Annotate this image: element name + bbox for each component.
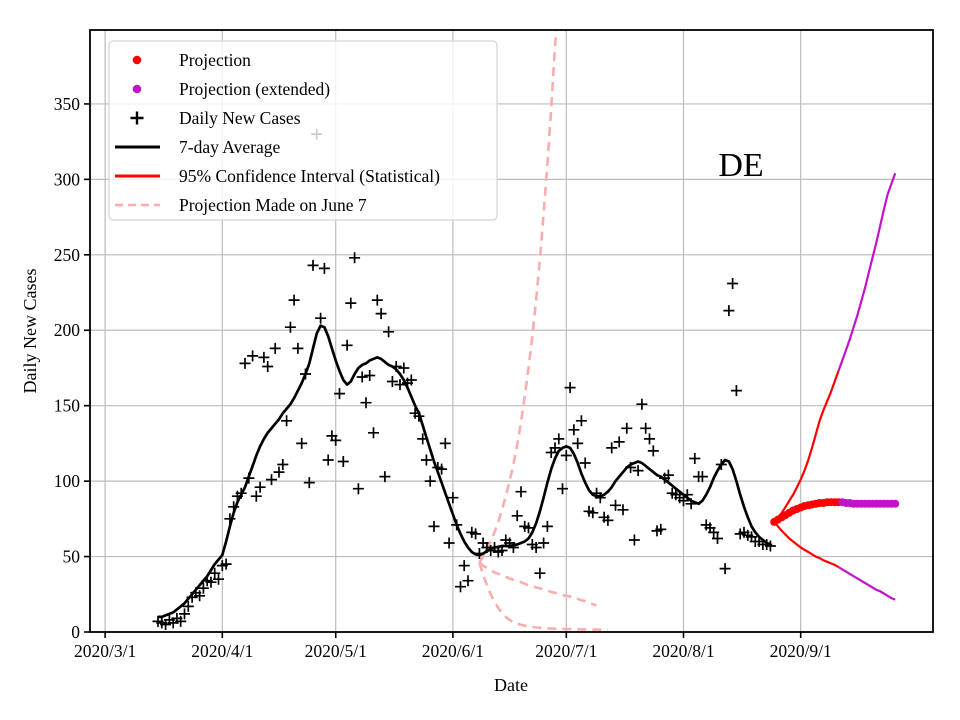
y-axis-title: Daily New Cases [20,269,40,394]
y-tick-label: 100 [54,471,81,491]
confidence-interval-upper-magenta-line [837,172,897,372]
daily-new-cases-scatter [152,128,776,630]
confidence-interval-lower-red-line [773,521,840,569]
projection-dots-red [770,498,843,526]
y-tick-label: 250 [54,245,81,265]
projection-dots-magenta [838,498,900,508]
june7-projection-center-dashed-line [478,561,598,607]
tick-layer: 2020/3/1 2020/4/1 2020/5/1 2020/6/1 2020/7/1… [54,94,832,661]
legend-label: 95% Confidence Interval (Statistical) [179,166,440,186]
legend-item: Projection (extended) [132,79,330,99]
legend-label: Projection [179,50,251,70]
red-dot-icon [132,55,142,65]
x-tick-label: 2020/8/1 [652,641,714,661]
legend-item: Projection Made on June 7 [115,195,367,215]
x-tick-label: 2020/4/1 [191,641,253,661]
x-axis-title: Date [494,675,528,695]
x-tick-label: 2020/5/1 [305,641,367,661]
legend-item: 7-day Average [115,137,280,157]
legend-item: Projection [132,50,251,70]
plus-marker-icon [130,111,144,125]
state-label: DE [718,147,763,184]
magenta-dot-icon [132,84,142,94]
y-tick-label: 50 [63,547,81,567]
y-tick-label: 350 [54,94,81,114]
legend-item: Daily New Cases [130,108,301,128]
confidence-interval-upper-red-line [773,370,840,523]
y-tick-label: 150 [54,396,81,416]
x-tick-label: 2020/9/1 [770,641,832,661]
june7-projection-lower-dashed-line [478,562,608,632]
y-tick-label: 300 [54,169,81,189]
x-tick-label: 2020/7/1 [535,641,597,661]
legend-item: 95% Confidence Interval (Statistical) [115,166,440,186]
legend-label: Projection (extended) [179,79,330,99]
legend: Projection Projection (extended) Daily New… [108,40,498,221]
y-tick-label: 200 [54,320,81,340]
june7-projection-upper-dashed-line [478,30,558,564]
seven-day-average-line [158,324,771,619]
legend-label: 7-day Average [179,137,280,157]
series-layer [152,30,900,632]
x-tick-label: 2020/3/1 [74,641,136,661]
legend-label: Projection Made on June 7 [179,195,367,215]
legend-box [108,40,498,221]
x-tick-label: 2020/6/1 [422,641,484,661]
y-tick-label: 0 [71,622,80,642]
confidence-interval-lower-magenta-line [837,566,896,601]
legend-label: Daily New Cases [179,108,301,128]
